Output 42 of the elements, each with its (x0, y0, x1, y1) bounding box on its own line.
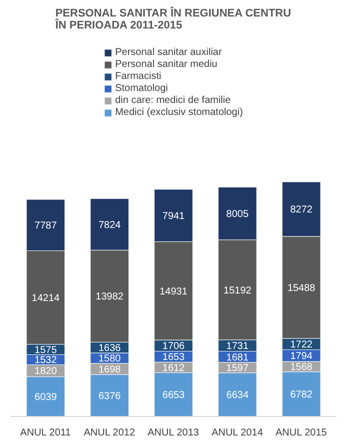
data-label: 8272 (290, 204, 313, 216)
data-label: 6376 (98, 391, 122, 402)
data-label: 1698 (98, 364, 122, 376)
legend-label: Personal sanitar auxiliar (115, 46, 222, 58)
data-label: 8005 (226, 208, 249, 220)
data-label: 6782 (290, 390, 313, 401)
data-label: 1706 (162, 341, 186, 352)
data-label: 7787 (34, 220, 58, 232)
data-label: 1731 (226, 341, 249, 352)
legend-label: Stomatologi (115, 82, 168, 94)
x-tick-label: ANUL 2012 (84, 428, 136, 438)
x-tick-label: ANUL 2015 (275, 428, 328, 438)
data-label: 1636 (98, 343, 122, 354)
data-label: 6634 (226, 390, 249, 402)
x-tick-label: ANUL 2013 (148, 428, 200, 438)
x-tick-label: ANUL 2014 (212, 428, 264, 438)
data-label: 13982 (96, 292, 124, 303)
data-label: 1568 (290, 362, 313, 374)
chart-title: PERSONAL SANITAR ÎN REGIUNEA CENTRU ÎN PERIOADA 2011-2015 (54, 6, 292, 32)
data-label: 1580 (98, 354, 122, 365)
x-tick-label: ANUL 2011 (20, 428, 72, 438)
data-label: 1532 (34, 355, 58, 366)
data-label: 15488 (287, 282, 316, 294)
data-label: 7824 (98, 220, 122, 231)
data-label: 1597 (226, 363, 249, 374)
data-label: 1575 (34, 344, 58, 356)
data-label: 1653 (162, 352, 186, 364)
legend-label: Medici (exclusiv stomatologi) (115, 106, 243, 118)
legend-label: din care: medici de familie (115, 94, 231, 106)
data-label: 14931 (160, 286, 188, 298)
data-label: 1820 (34, 366, 58, 378)
data-label: 1612 (162, 362, 186, 374)
data-label: 6039 (34, 392, 58, 404)
legend-label: Farmacisti (115, 70, 162, 82)
legend-label: Personal sanitar mediu (115, 58, 218, 70)
data-label: 6653 (162, 390, 186, 402)
data-label: 1681 (226, 352, 249, 364)
data-label: 14214 (32, 293, 60, 304)
data-label: 1722 (290, 340, 313, 351)
data-label: 7941 (162, 211, 186, 222)
data-label: 15192 (224, 285, 252, 296)
data-label: 1794 (290, 351, 313, 362)
